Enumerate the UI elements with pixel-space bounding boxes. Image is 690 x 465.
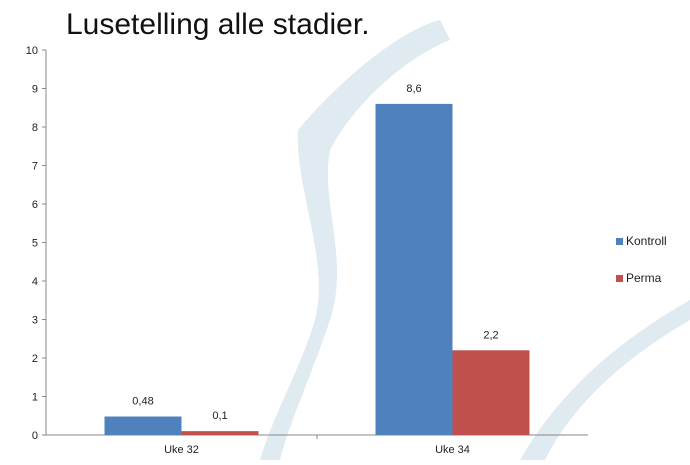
bar-kontroll-0	[104, 416, 182, 435]
legend-label-kontroll: Kontroll	[626, 234, 667, 248]
y-tick-label: 10	[26, 45, 38, 57]
chart-title: Lusetelling alle stadier.	[66, 8, 370, 41]
data-label: 2,2	[483, 329, 498, 341]
legend-item-perma: Perma	[616, 267, 667, 289]
y-tick-label: 3	[32, 315, 38, 327]
y-tick-label: 5	[32, 238, 38, 250]
data-label: 0,48	[132, 396, 153, 408]
background-swoosh	[260, 20, 690, 460]
y-tick-label: 0	[32, 430, 38, 442]
bar-kontroll-1	[375, 103, 453, 436]
y-tick-label: 4	[32, 276, 38, 288]
data-label: 0,1	[212, 410, 227, 422]
y-tick-label: 7	[32, 161, 38, 173]
y-tick-label: 6	[32, 199, 38, 211]
y-tick-label: 1	[32, 392, 38, 404]
legend: Kontroll Perma	[616, 230, 667, 304]
y-tick-label: 8	[32, 122, 38, 134]
legend-swatch-kontroll	[616, 237, 623, 245]
bar-perma-0	[181, 431, 259, 435]
legend-label-perma: Perma	[626, 271, 662, 285]
y-tick-label: 2	[32, 353, 38, 365]
legend-swatch-perma	[616, 274, 623, 282]
legend-item-kontroll: Kontroll	[616, 230, 667, 252]
bar-perma-1	[452, 350, 530, 435]
x-tick-label: Uke 32	[164, 444, 199, 456]
y-tick-label: 9	[32, 84, 38, 96]
data-label: 8,6	[406, 83, 421, 95]
x-tick-label: Uke 34	[435, 444, 470, 456]
